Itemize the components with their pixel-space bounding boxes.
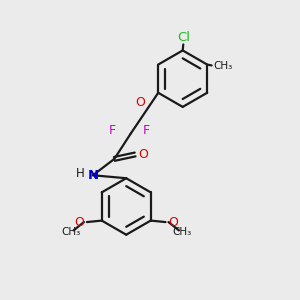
Text: F: F [142, 124, 150, 136]
Text: O: O [75, 216, 85, 229]
Text: N: N [87, 169, 98, 182]
Text: O: O [139, 148, 148, 161]
Text: CH₃: CH₃ [172, 226, 191, 237]
Text: CH₃: CH₃ [214, 61, 233, 71]
Text: H: H [76, 167, 85, 180]
Text: Cl: Cl [178, 31, 191, 44]
Text: CH₃: CH₃ [61, 226, 80, 237]
Text: F: F [109, 124, 116, 136]
Text: O: O [168, 216, 178, 229]
Text: O: O [135, 96, 145, 109]
